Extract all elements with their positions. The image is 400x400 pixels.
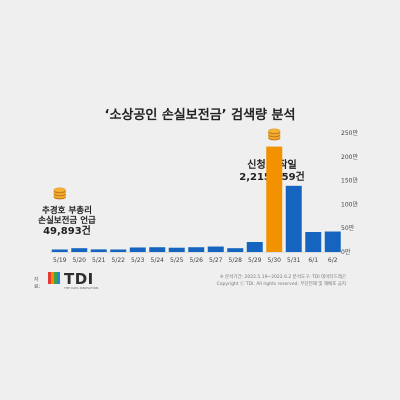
bar-5-30 bbox=[266, 146, 283, 252]
copyright-note: Copyright ⓒ TDI. All rights reserved. 무단… bbox=[216, 282, 346, 287]
bar-5-19 bbox=[51, 249, 68, 252]
bar-5-28 bbox=[227, 248, 244, 252]
x-tick-label: 5/27 bbox=[209, 257, 223, 264]
bar-5-25 bbox=[168, 247, 185, 252]
x-tick-label: 6/1 bbox=[308, 257, 318, 264]
logo-tagline: THE DATA INNOVATION bbox=[64, 286, 99, 290]
x-tick-label: 5/24 bbox=[151, 257, 165, 264]
bar-5-24 bbox=[149, 247, 166, 252]
x-tick-label: 5/22 bbox=[112, 257, 126, 264]
x-tick-label: 5/20 bbox=[73, 257, 87, 264]
y-tick-label: 50만 bbox=[341, 224, 355, 232]
x-tick-label: 5/30 bbox=[268, 257, 282, 264]
annotation-line: 추경호 부총리 bbox=[42, 206, 92, 216]
logo-text: TDI bbox=[64, 270, 94, 288]
bar-5-26 bbox=[188, 247, 205, 252]
tdi-stripes-logo-icon bbox=[48, 272, 60, 284]
bar-5-20 bbox=[71, 248, 88, 252]
y-tick-label: 250만 bbox=[341, 129, 358, 137]
bar-5-29 bbox=[246, 242, 263, 252]
bar-5-31 bbox=[285, 185, 302, 252]
annotation-5-19: 추경호 부총리 손실보전금 언급 49,893건 bbox=[12, 206, 122, 238]
y-tick-label: 150만 bbox=[341, 177, 358, 185]
bar-5-22 bbox=[110, 249, 127, 252]
bar-6-2 bbox=[324, 231, 341, 252]
coin-stack-icon bbox=[53, 187, 66, 200]
analysis-note: ※ 분석기간: 2022.5.19~2022.6.2 분석도구: TDI 데이터… bbox=[219, 275, 346, 280]
x-tick-label: 6/2 bbox=[328, 257, 338, 264]
bar-5-23 bbox=[129, 247, 146, 252]
coin-stack-icon bbox=[268, 128, 281, 141]
source-label: 자료: bbox=[34, 277, 41, 290]
x-tick-label: 5/28 bbox=[229, 257, 243, 264]
x-tick-label: 5/31 bbox=[287, 257, 301, 264]
annotation-line: 손실보전금 언급 bbox=[38, 216, 96, 227]
bar-5-21 bbox=[90, 249, 107, 252]
x-tick-label: 5/19 bbox=[53, 257, 67, 264]
x-tick-label: 5/25 bbox=[170, 257, 184, 264]
annotation-value: 49,893건 bbox=[43, 226, 91, 238]
bar-6-1 bbox=[305, 232, 322, 252]
x-tick-label: 5/21 bbox=[92, 257, 106, 264]
chart-title: ‘소상공인 손실보전금’ 검색량 분석 bbox=[104, 108, 296, 123]
x-tick-label: 5/23 bbox=[131, 257, 145, 264]
y-tick-label: 0만 bbox=[341, 248, 351, 256]
x-tick-label: 5/29 bbox=[248, 257, 262, 264]
x-tick-label: 5/26 bbox=[190, 257, 204, 264]
bar-5-27 bbox=[207, 246, 224, 252]
y-tick-label: 200만 bbox=[341, 153, 358, 161]
y-tick-label: 100만 bbox=[341, 200, 358, 208]
